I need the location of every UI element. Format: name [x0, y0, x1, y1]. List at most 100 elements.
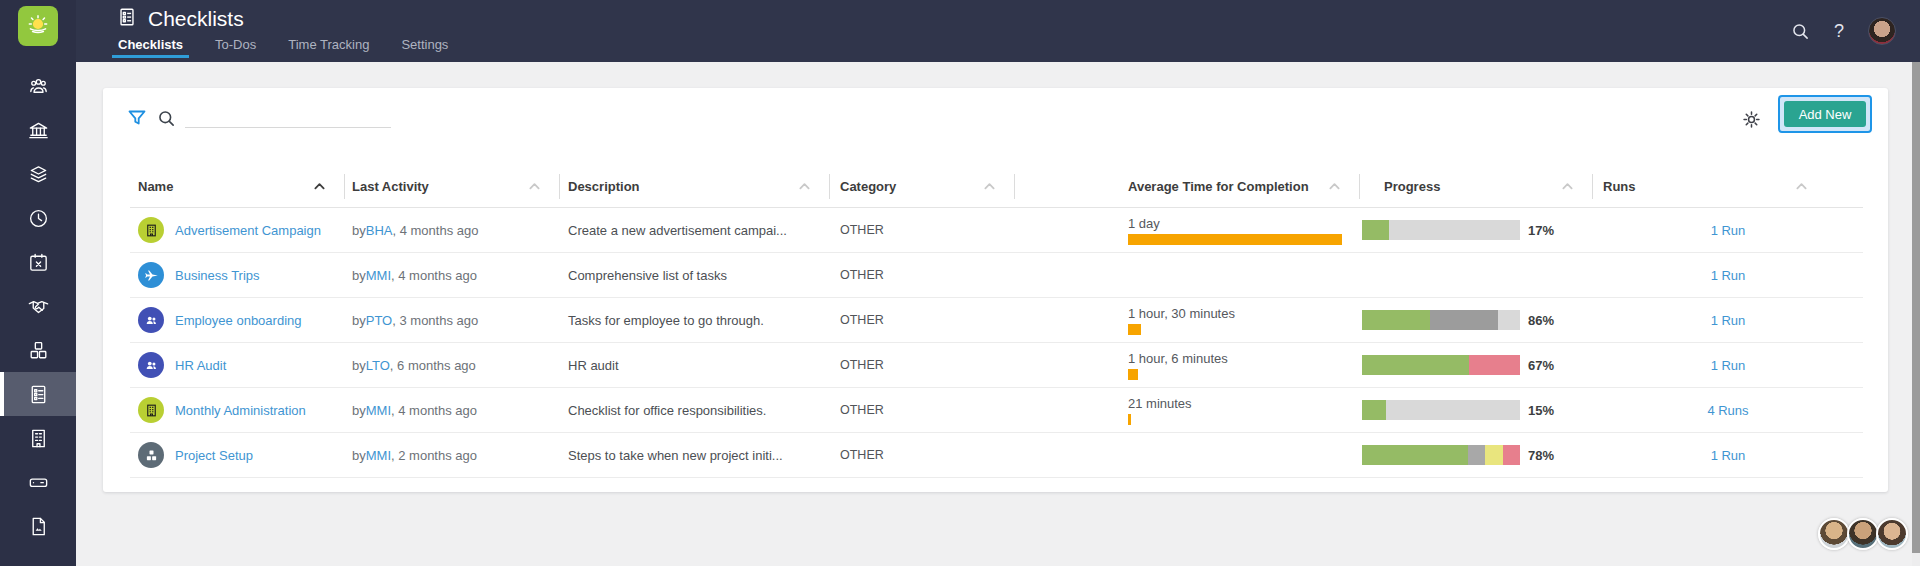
- checklists-card: Add New Name Last ActivityDescriptionCate…: [103, 88, 1888, 492]
- activity-user-link[interactable]: BHA: [366, 223, 393, 238]
- sidebar-item-institution[interactable]: [0, 108, 76, 152]
- checklist-icon: [27, 383, 50, 406]
- column-header-description[interactable]: Description: [560, 165, 830, 207]
- progress-cell: 78%: [1360, 433, 1593, 477]
- activity-user-link[interactable]: MMI: [366, 268, 391, 283]
- user-avatar-3[interactable]: [1876, 518, 1908, 550]
- checklist-name-link[interactable]: Project Setup: [175, 448, 253, 463]
- cubes-badge-icon: [138, 442, 164, 468]
- scrollbar-thumb[interactable]: [1912, 62, 1920, 553]
- avg-time-cell: 21 minutes: [1015, 388, 1360, 432]
- tab-time-tracking[interactable]: Time Tracking: [286, 37, 371, 62]
- sort-caret-icon: [1562, 182, 1573, 190]
- search-input[interactable]: [185, 104, 391, 128]
- runs-link[interactable]: 1 Run: [1711, 448, 1746, 463]
- activity-user-link[interactable]: MMI: [366, 448, 391, 463]
- activity-user-link[interactable]: MMI: [366, 403, 391, 418]
- runs-cell: 1 Run: [1593, 253, 1863, 297]
- progress-segment: [1362, 355, 1469, 375]
- app-logo[interactable]: [18, 6, 58, 46]
- table-row[interactable]: Employee onboardingby PTO, 3 months agoT…: [130, 298, 1863, 343]
- add-new-focus-ring: Add New: [1778, 95, 1872, 133]
- user-avatar-2[interactable]: [1847, 518, 1879, 550]
- activity-by-text: by: [352, 448, 366, 463]
- team-icon: [27, 75, 50, 98]
- checklist-name-link[interactable]: Business Trips: [175, 268, 260, 283]
- sidebar-item-partners[interactable]: [0, 284, 76, 328]
- runs-link[interactable]: 1 Run: [1711, 268, 1746, 283]
- runs-link[interactable]: 1 Run: [1711, 358, 1746, 373]
- user-avatar-1[interactable]: [1818, 518, 1850, 550]
- column-header-runs[interactable]: Runs: [1593, 165, 1863, 207]
- column-label: Name: [138, 179, 173, 194]
- progress-segment: [1485, 445, 1502, 465]
- activity-user-link[interactable]: LTO: [366, 358, 390, 373]
- progress-bar: [1362, 445, 1520, 465]
- header-tabs: Checklists To-Dos Time Tracking Settings: [116, 37, 478, 62]
- runs-cell: 4 Runs: [1593, 388, 1863, 432]
- description-cell: Tasks for employee to go through.: [560, 298, 830, 342]
- column-header-category[interactable]: Category: [830, 165, 1015, 207]
- sidebar-item-checklists[interactable]: [0, 372, 76, 416]
- sidebar-item-documents[interactable]: [0, 504, 76, 548]
- runs-cell: 1 Run: [1593, 343, 1863, 387]
- sidebar-item-time[interactable]: [0, 196, 76, 240]
- activity-time-text: , 4 months ago: [392, 223, 478, 238]
- avg-time-bar: [1128, 414, 1131, 425]
- checklist-name-link[interactable]: HR Audit: [175, 358, 226, 373]
- activity-by-text: by: [352, 403, 366, 418]
- checklists-table: Name Last ActivityDescriptionCategoryAver…: [130, 165, 1863, 478]
- tab-settings[interactable]: Settings: [399, 37, 450, 62]
- table-row[interactable]: HR Auditby LTO, 6 months agoHR auditOTHE…: [130, 343, 1863, 388]
- runs-link[interactable]: 1 Run: [1711, 313, 1746, 328]
- filter-icon[interactable]: [127, 108, 147, 132]
- progress-cell: [1360, 253, 1593, 297]
- table-row[interactable]: Business Tripsby MMI, 4 months agoCompre…: [130, 253, 1863, 298]
- runs-link[interactable]: 1 Run: [1711, 223, 1746, 238]
- progress-cell: 15%: [1360, 388, 1593, 432]
- sidebar-item-modules[interactable]: [0, 328, 76, 372]
- progress-segment: [1498, 310, 1520, 330]
- search-icon[interactable]: [157, 109, 176, 132]
- sort-caret-icon: [314, 182, 325, 190]
- time-icon: [27, 207, 50, 230]
- top-header: Checklists Checklists To-Dos Time Tracking…: [76, 0, 1920, 62]
- runs-cell: 1 Run: [1593, 298, 1863, 342]
- sidebar-item-stack[interactable]: [0, 152, 76, 196]
- activity-user-link[interactable]: PTO: [366, 313, 393, 328]
- add-new-button[interactable]: Add New: [1784, 101, 1866, 127]
- checklist-name-link[interactable]: Employee onboarding: [175, 313, 301, 328]
- search-icon[interactable]: [1791, 22, 1810, 41]
- checklist-name-link[interactable]: Advertisement Campaign: [175, 223, 321, 238]
- avg-time-text: 1 hour, 30 minutes: [1128, 306, 1342, 321]
- progress-percent: 17%: [1528, 223, 1554, 238]
- people-badge-icon: [138, 352, 164, 378]
- table-row[interactable]: Project Setupby MMI, 2 months agoSteps t…: [130, 433, 1863, 478]
- column-header-last-activity[interactable]: Last Activity: [345, 165, 560, 207]
- activity-by-text: by: [352, 223, 366, 238]
- column-header-average-time-for-completion[interactable]: Average Time for Completion: [1015, 165, 1360, 207]
- tab-to-dos[interactable]: To-Dos: [213, 37, 258, 62]
- column-header-progress[interactable]: Progress: [1360, 165, 1593, 207]
- progress-bar: [1362, 310, 1520, 330]
- sidebar-item-team[interactable]: [0, 64, 76, 108]
- help-icon[interactable]: ?: [1834, 21, 1844, 42]
- table-row[interactable]: Advertisement Campaign by BHA, 4 months a…: [130, 208, 1863, 253]
- user-avatar[interactable]: [1868, 17, 1896, 45]
- runs-link[interactable]: 4 Runs: [1707, 403, 1748, 418]
- page-title: Checklists: [148, 7, 244, 31]
- avg-time-cell: [1015, 253, 1360, 297]
- sort-caret-icon: [799, 182, 810, 190]
- sidebar-item-calendar[interactable]: [0, 240, 76, 284]
- column-header-name[interactable]: Name: [130, 165, 345, 207]
- activity-by-text: by: [352, 268, 366, 283]
- table-row[interactable]: Monthly Administrationby MMI, 4 months a…: [130, 388, 1863, 433]
- column-label: Runs: [1603, 179, 1636, 194]
- avg-time-bar: [1128, 324, 1141, 335]
- sidebar-item-storage[interactable]: [0, 460, 76, 504]
- gear-icon[interactable]: [1741, 109, 1762, 134]
- activity-time-text: , 3 months ago: [392, 313, 478, 328]
- sidebar-item-building[interactable]: [0, 416, 76, 460]
- tab-checklists[interactable]: Checklists: [116, 37, 185, 62]
- checklist-name-link[interactable]: Monthly Administration: [175, 403, 306, 418]
